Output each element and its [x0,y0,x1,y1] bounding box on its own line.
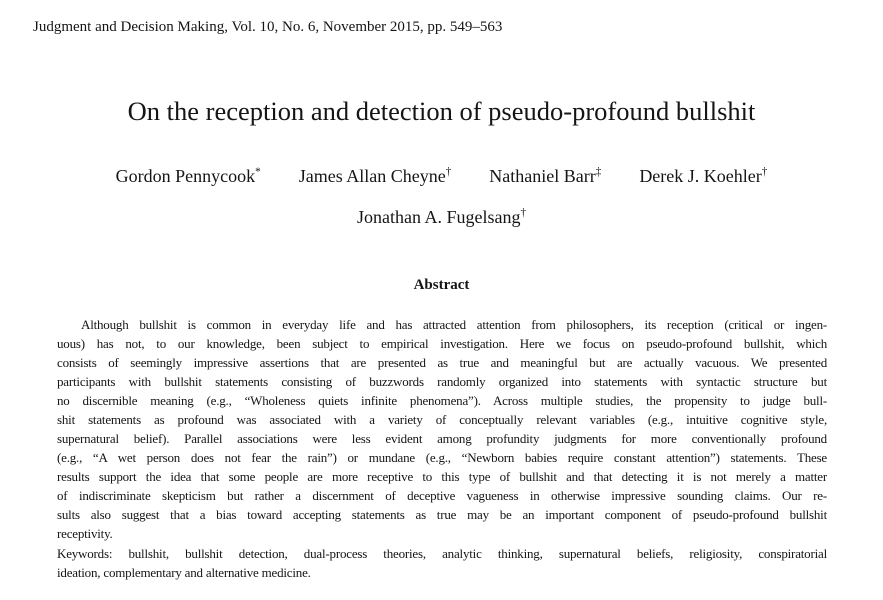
abstract-line: of indiscriminate skepticism but rather … [57,488,827,503]
author-affiliation-mark: † [761,166,768,178]
author-affiliation-mark: † [445,166,452,178]
abstract-paragraph: Although bullshit is common in everyday … [57,315,827,543]
authors-row-1: Gordon Pennycook* James Allan Cheyne† Nath… [0,166,883,187]
abstract-line: shit statements as profound was associat… [57,412,827,427]
abstract-line: sults also suggest that a bias toward ac… [57,507,827,522]
journal-header: Judgment and Decision Making, Vol. 10, N… [33,19,503,35]
abstract-line: uous) has not, to our knowledge, been su… [57,336,827,351]
abstract-line: results support the idea that some peopl… [57,469,827,484]
abstract-line: no discernible meaning (e.g., “Wholeness… [57,393,827,408]
author-affiliation-mark: ‡ [595,166,602,178]
author-name: Nathaniel Barr‡ [489,166,602,186]
author-affiliation-mark: * [255,166,261,178]
author-name: Jonathan A. Fugelsang† [356,207,527,227]
paper-title: On the reception and detection of pseudo… [127,96,756,126]
abstract-heading: Abstract [413,277,470,293]
author-name: Gordon Pennycook* [115,166,261,186]
keywords-paragraph: Keywords: bullshit, bullshit detection, … [57,544,827,582]
abstract-line: receptivity. [57,526,113,541]
abstract-line: consists of seemingly impressive asserti… [57,355,827,370]
keywords-line: Keywords: bullshit, bullshit detection, … [57,546,827,561]
author-name: Derek J. Koehler† [639,166,768,186]
abstract-line: participants with bullshit statements co… [57,374,827,389]
author-affiliation-mark: † [520,207,527,219]
abstract-line: (e.g., “A wet person does not fear the r… [57,450,827,465]
abstract-line: Although bullshit is common in everyday … [81,317,827,332]
author-name: James Allan Cheyne† [298,166,452,186]
keywords-line: ideation, complementary and alternative … [57,565,311,580]
abstract-line: supernatural belief). Parallel associati… [57,431,827,446]
authors-row-2: Jonathan A. Fugelsang† [0,207,883,228]
